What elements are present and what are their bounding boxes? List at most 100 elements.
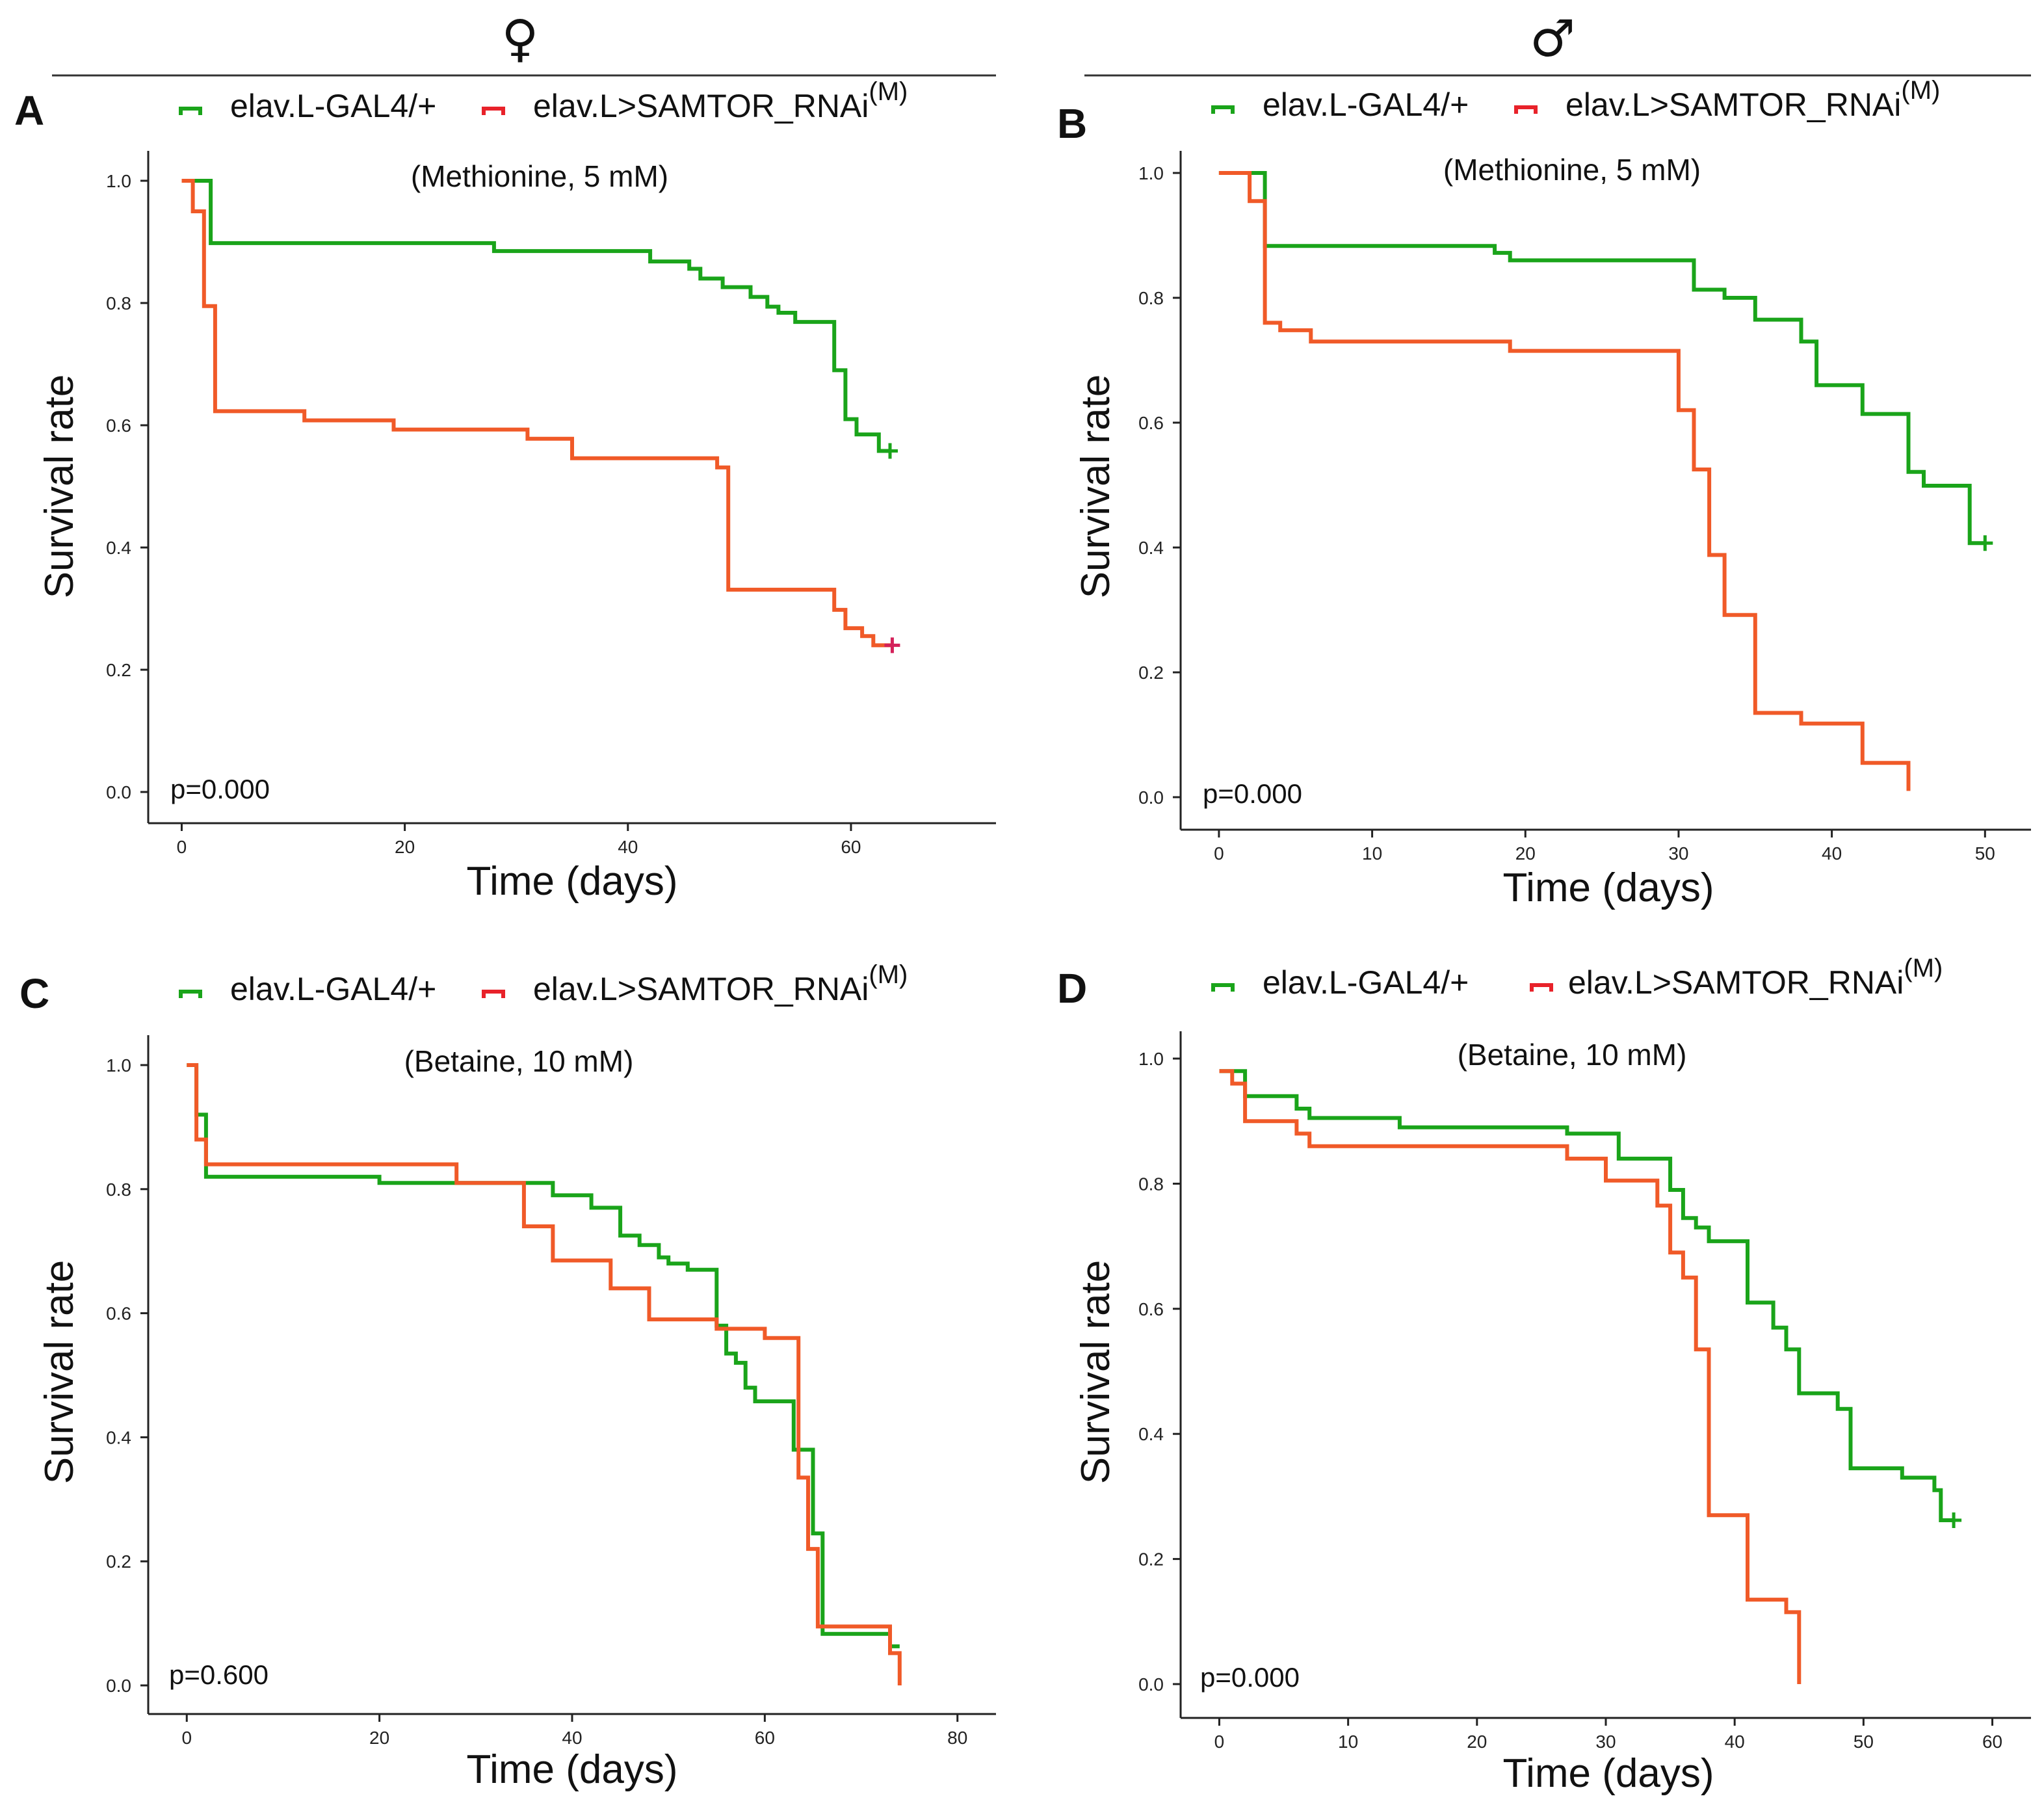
p-value: p=0.000 [1200,1662,1300,1693]
x-tick-label: 0 [177,837,187,857]
y-tick-label: 0.0 [1138,1674,1164,1695]
censor-mark-control [882,443,898,459]
legend-control-swatch [1211,983,1235,992]
legend-control-swatch [1211,105,1235,114]
legend-control-swatch [179,990,202,998]
x-tick-label: 20 [1515,843,1536,864]
x-axis-label: Time (days) [1503,1751,1714,1796]
y-tick-label: 1.0 [1138,1049,1164,1069]
legend-rnai-text: elav.L>SAMTOR_RNAi(M) [1568,954,1943,1001]
legend-rnai-label: elav.L>SAMTOR_RNAi [1566,86,1901,123]
legend-rnai-swatch [482,990,505,998]
x-tick-label: 20 [1467,1732,1487,1752]
panel-letter: D [1057,965,1087,1012]
x-tick-label: 40 [1725,1732,1745,1752]
y-tick-label: 0.4 [106,538,131,558]
series-line-control [181,179,890,453]
x-tick-label: 60 [755,1728,775,1748]
x-axis-label: Time (days) [467,1747,678,1792]
y-tick-label: 0.0 [106,782,131,802]
y-axis-label: Survival rate [37,1260,82,1484]
female-symbol: ♀ [501,10,538,68]
y-tick-label: 1.0 [1138,163,1164,183]
legend-rnai-text: elav.L>SAMTOR_RNAi(M) [1566,76,1940,123]
y-axis-label: Survival rate [1073,375,1118,599]
y-tick-label: 0.6 [1138,1299,1164,1319]
y-tick-label: 0.6 [106,415,131,436]
p-value: p=0.600 [169,1659,269,1690]
legend-rnai-swatch [482,107,505,115]
x-axis-label: Time (days) [467,859,678,904]
x-tick-label: 50 [1975,843,1995,864]
x-tick-label: 60 [841,837,861,857]
x-tick-label: 10 [1338,1732,1358,1752]
legend: elav.L-GAL4/+ elav.L>SAMTOR_RNAi(M) [1211,76,1940,123]
condition-label: (Betaine, 10 mM) [1458,1038,1687,1072]
legend-control-label: elav.L-GAL4/+ [1263,964,1469,1001]
legend-rnai-superscript: (M) [1901,76,1940,105]
condition-label: (Betaine, 10 mM) [404,1044,634,1078]
x-tick-label: 0 [1214,1732,1225,1752]
legend-rnai-label: elav.L>SAMTOR_RNAi [1568,964,1904,1001]
y-tick-label: 0.2 [106,1551,131,1572]
y-tick-label: 0.6 [106,1304,131,1324]
censor-mark-rnai [884,637,900,653]
x-tick-label: 40 [618,837,638,857]
p-value: p=0.000 [1203,778,1302,809]
series-line-rnai [187,1063,902,1685]
plot-area: 0.0 0.2 0.4 0.6 0.8 1.0 0 10 20 30 40 50 60 [1138,1031,2031,1752]
y-tick-label: 0.0 [106,1676,131,1696]
y-tick-label: 1.0 [106,1055,131,1075]
x-tick-label: 10 [1362,843,1382,864]
y-tick-label: 0.8 [1138,288,1164,308]
x-tick-label: 0 [1214,843,1224,864]
male-symbol: ♂ [1530,10,1575,68]
legend: elav.L-GAL4/+ elav.L>SAMTOR_RNAi(M) [179,960,908,1007]
x-tick-label: 40 [1822,843,1842,864]
y-tick-label: 0.6 [1138,413,1164,433]
series-line-rnai [181,179,893,648]
x-axis-label: Time (days) [1503,865,1714,910]
legend-rnai-text: elav.L>SAMTOR_RNAi(M) [533,77,908,124]
legend-rnai-label: elav.L>SAMTOR_RNAi [533,971,869,1007]
legend-rnai-swatch [1514,105,1538,114]
series-line-rnai [1219,1069,1802,1684]
x-tick-label: 80 [947,1728,967,1748]
x-tick-label: 60 [1982,1732,2002,1752]
panel-b: B elav.L-GAL4/+ elav.L>SAMTOR_RNAi(M) (M… [1057,76,2031,910]
y-tick-label: 0.2 [1138,663,1164,683]
series-line-control [187,1063,900,1648]
plot-area: 0.0 0.2 0.4 0.6 0.8 1.0 0 20 40 60 [106,151,996,857]
panel-d: D elav.L-GAL4/+ elav.L>SAMTOR_RNAi(M) (B… [1057,954,2031,1796]
censor-mark-control [1946,1512,1962,1528]
y-tick-label: 0.8 [1138,1174,1164,1194]
y-axis-label: Survival rate [37,375,82,599]
legend-rnai-text: elav.L>SAMTOR_RNAi(M) [533,960,908,1007]
panel-c: C elav.L-GAL4/+ elav.L>SAMTOR_RNAi(M) (B… [20,960,996,1792]
legend-control-swatch [179,107,202,115]
y-tick-label: 0.4 [106,1427,131,1447]
legend: elav.L-GAL4/+ elav.L>SAMTOR_RNAi(M) [179,77,908,124]
y-tick-label: 0.4 [1138,538,1164,558]
legend-rnai-swatch [1530,983,1553,992]
legend: elav.L-GAL4/+ elav.L>SAMTOR_RNAi(M) [1211,954,1943,1001]
panel-letter: A [14,87,44,134]
x-tick-label: 20 [369,1728,389,1748]
censor-mark-control [1977,535,1993,551]
y-tick-label: 0.2 [106,660,131,680]
legend-rnai-superscript: (M) [869,960,908,989]
x-tick-label: 40 [562,1728,582,1748]
panel-letter: B [1057,100,1087,147]
x-tick-label: 30 [1668,843,1688,864]
y-tick-label: 0.8 [106,1180,131,1200]
panel-letter: C [20,970,49,1017]
panel-a: A elav.L-GAL4/+ elav.L>SAMTOR_RNAi(M) (M… [14,77,996,904]
series-line-control [1219,1069,1954,1522]
condition-label: (Methionine, 5 mM) [411,159,668,193]
x-tick-label: 20 [395,837,415,857]
y-axis-label: Survival rate [1073,1260,1118,1484]
x-tick-label: 0 [181,1728,192,1748]
y-tick-label: 0.0 [1138,787,1164,808]
y-tick-label: 1.0 [106,171,131,191]
